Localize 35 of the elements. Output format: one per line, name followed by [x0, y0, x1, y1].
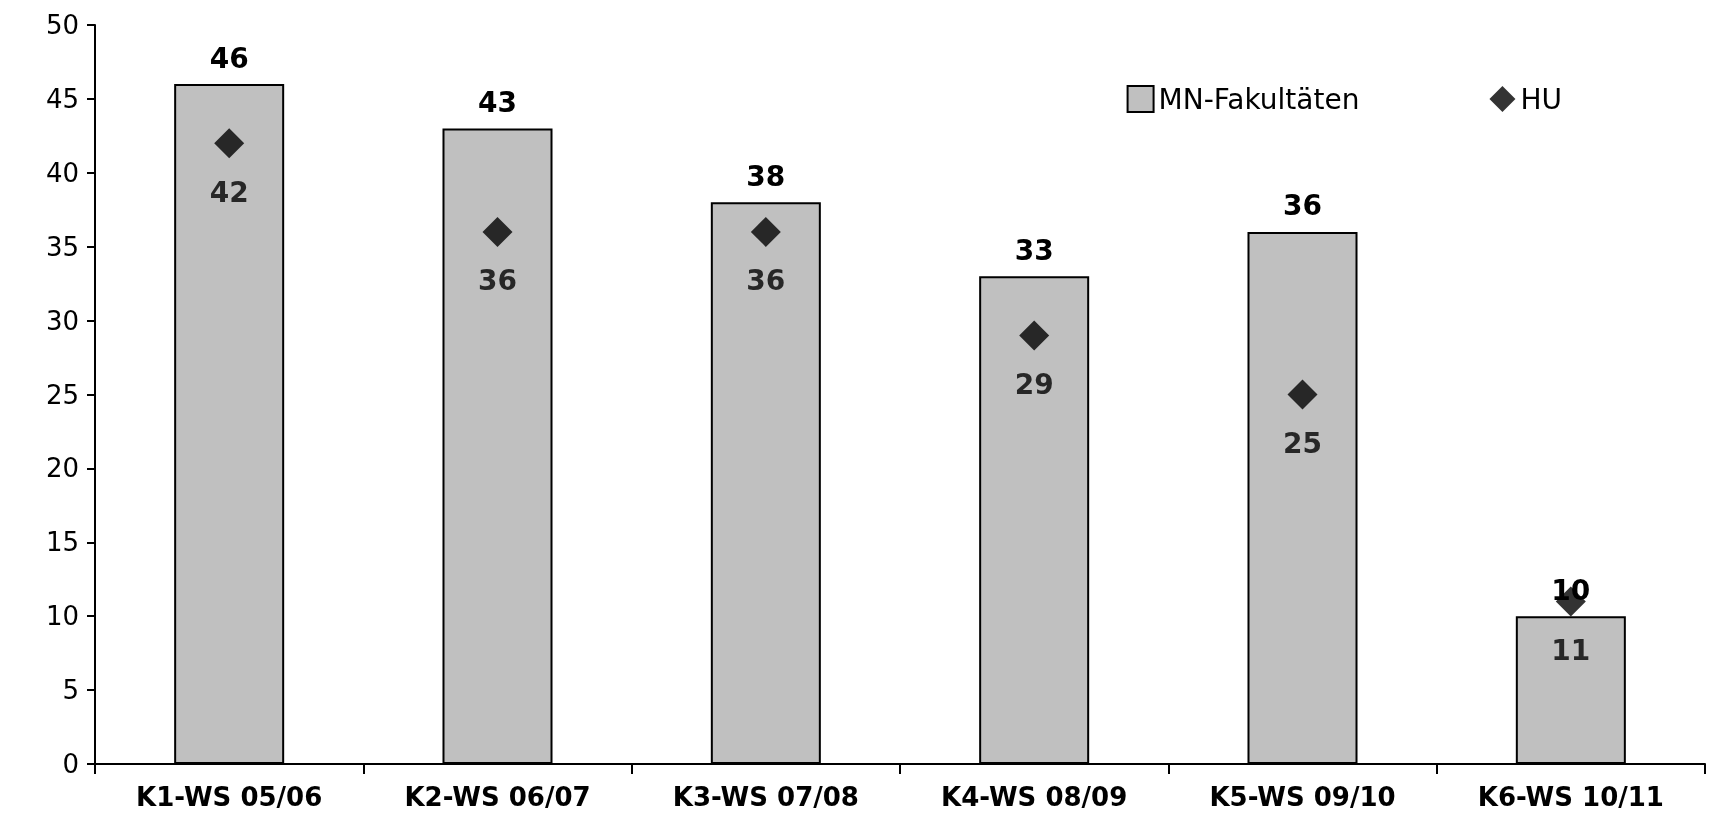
y-tick-label: 10 [45, 601, 79, 632]
y-tick-label: 30 [45, 305, 79, 336]
x-tick-label: K3-WS 07/08 [672, 782, 859, 812]
data-label: 38 [746, 159, 786, 193]
point [750, 216, 781, 247]
y-tick-label: 45 [45, 83, 79, 114]
data-label: 33 [1014, 233, 1054, 267]
y-tick-label: 20 [45, 453, 79, 484]
data-label: 25 [1283, 427, 1322, 460]
x-tick-label: K5-WS 09/10 [1209, 782, 1396, 812]
data-label: 36 [478, 264, 517, 298]
x-tick-label: K2-WS 06/07 [404, 782, 591, 812]
y-tick-label: 15 [45, 527, 79, 558]
y-tick-label: 50 [45, 10, 79, 40]
data-label: 43 [478, 85, 517, 119]
point [1019, 320, 1050, 351]
y-tick-label: 25 [45, 379, 79, 410]
x-tick-label: K4-WS 08/09 [941, 782, 1128, 812]
x-tick-label: K6-WS 10/11 [1477, 782, 1664, 812]
point [214, 128, 245, 159]
legend-label: HU [1520, 82, 1563, 116]
y-tick-label: 35 [45, 231, 79, 262]
data-label: 11 [1551, 633, 1591, 667]
y-tick-label: 0 [62, 749, 79, 779]
data-label: 36 [746, 264, 786, 298]
point [1287, 379, 1318, 410]
data-label: 36 [1283, 189, 1322, 223]
legend-label: MN-Fakultäten [1158, 82, 1360, 116]
point [482, 216, 513, 247]
data-label: 29 [1014, 367, 1054, 401]
data-label: 46 [209, 41, 249, 75]
data-label: 42 [209, 175, 249, 209]
x-tick-label: K1-WS 05/06 [136, 782, 323, 812]
y-tick-label: 40 [45, 157, 79, 188]
y-tick-label: 5 [62, 675, 79, 706]
